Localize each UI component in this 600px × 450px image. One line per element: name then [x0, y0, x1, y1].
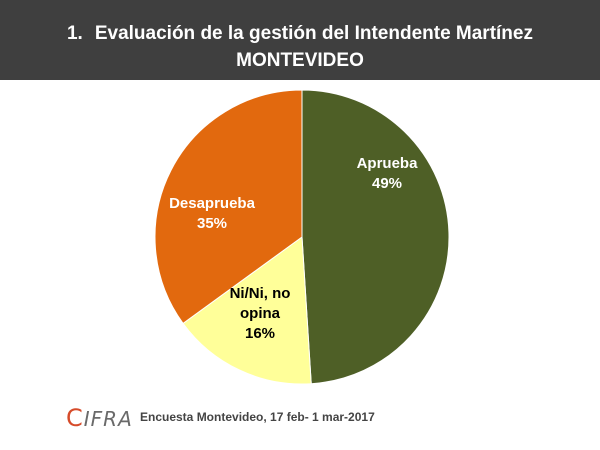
- slice-value-label: 49%: [372, 175, 402, 192]
- slice-aprueba: [301, 89, 450, 385]
- pie-chart: Aprueba 49% Ni/Ni, no opina 16% Desaprueba 35%: [154, 89, 450, 385]
- slice-ni-ni-no-opina: [182, 236, 312, 385]
- title-number: 1.: [66, 23, 83, 44]
- cifra-logo: CIFRA: [66, 404, 133, 432]
- slice-desaprueba-label: Desaprueba 35%: [169, 195, 256, 232]
- source-note: Encuesta Montevideo, 17 feb- 1 mar-2017: [140, 410, 375, 424]
- chart-header: 1. Evaluación de la gestión del Intendent…: [0, 0, 600, 80]
- slice-name-label: Aprueba: [357, 155, 419, 172]
- footer: CIFRA Encuesta Montevideo, 17 feb- 1 mar…: [66, 404, 586, 434]
- slice-name-label: Ni/Ni, no: [230, 285, 291, 302]
- title-text: Evaluación de la gestión del Intendente …: [94, 23, 533, 44]
- slice-value-label: 16%: [245, 325, 275, 342]
- chart-title: 1. Evaluación de la gestión del Intendent…: [0, 22, 600, 46]
- chart-subtitle: MONTEVIDEO: [236, 50, 364, 71]
- slice-value-label: 35%: [197, 215, 227, 232]
- slice-desaprueba: [154, 89, 303, 325]
- slice-name-label: opina: [240, 305, 281, 322]
- slice-name-label: Desaprueba: [169, 195, 256, 212]
- slice-ni-ni-no-opina-label: Ni/Ni, no opina 16%: [230, 285, 291, 342]
- slice-aprueba-label: Aprueba 49%: [357, 155, 419, 192]
